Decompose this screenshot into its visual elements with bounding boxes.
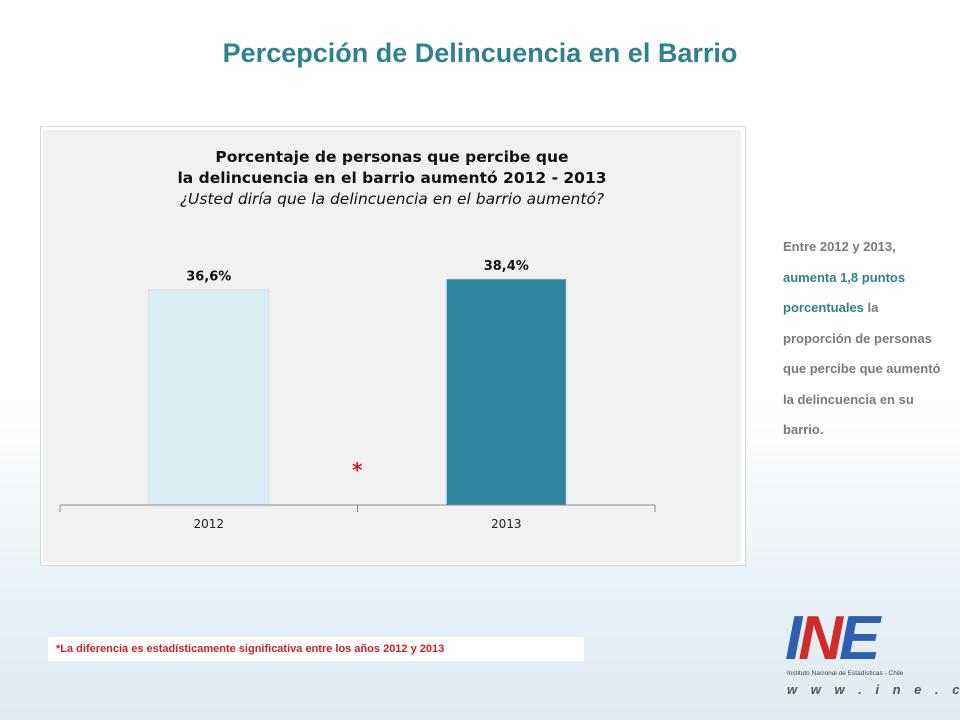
chart-title-line1: Porcentaje de personas que percibe que [215, 148, 569, 166]
bar-2012 [148, 288, 270, 506]
chart-area: Porcentaje de personas que percibe que l… [43, 130, 741, 562]
summary-text-part1: Entre 2012 y 2013, [783, 239, 896, 254]
data-label-2012: 36,6% [186, 269, 231, 284]
logo-wordmark: INE [785, 604, 880, 673]
chart-title-line2: la delincuencia en el barrio aumentó 201… [177, 169, 607, 187]
ine-logo: INE Instituto Nacional de Estadísticas -… [785, 604, 960, 702]
x-tick-label-2012: 2012 [193, 517, 224, 531]
summary-text-part2: la proporción de personas que percibe qu… [783, 300, 941, 437]
data-label-2013: 38,4% [484, 259, 529, 274]
significance-footnote: *La diferencia es estadísticamente signi… [48, 637, 584, 661]
x-tick-label-2013: 2013 [491, 517, 522, 531]
summary-text: Entre 2012 y 2013, aumenta 1,8 puntos po… [783, 232, 943, 446]
logo-subtitle: Instituto Nacional de Estadísticas - Chi… [787, 670, 904, 677]
logo-url: w w w . i n e . c l [787, 682, 960, 697]
bar-2013 [445, 278, 567, 506]
chart-frame: Porcentaje de personas que percibe que l… [40, 126, 746, 566]
chart-subtitle: ¿Usted diría que la delincuencia en el b… [179, 190, 605, 208]
summary-text-highlight: aumenta 1,8 puntos porcentuales [783, 269, 906, 316]
significance-marker: * [352, 458, 363, 482]
page-title: Percepción de Delincuencia en el Barrio [222, 38, 738, 68]
